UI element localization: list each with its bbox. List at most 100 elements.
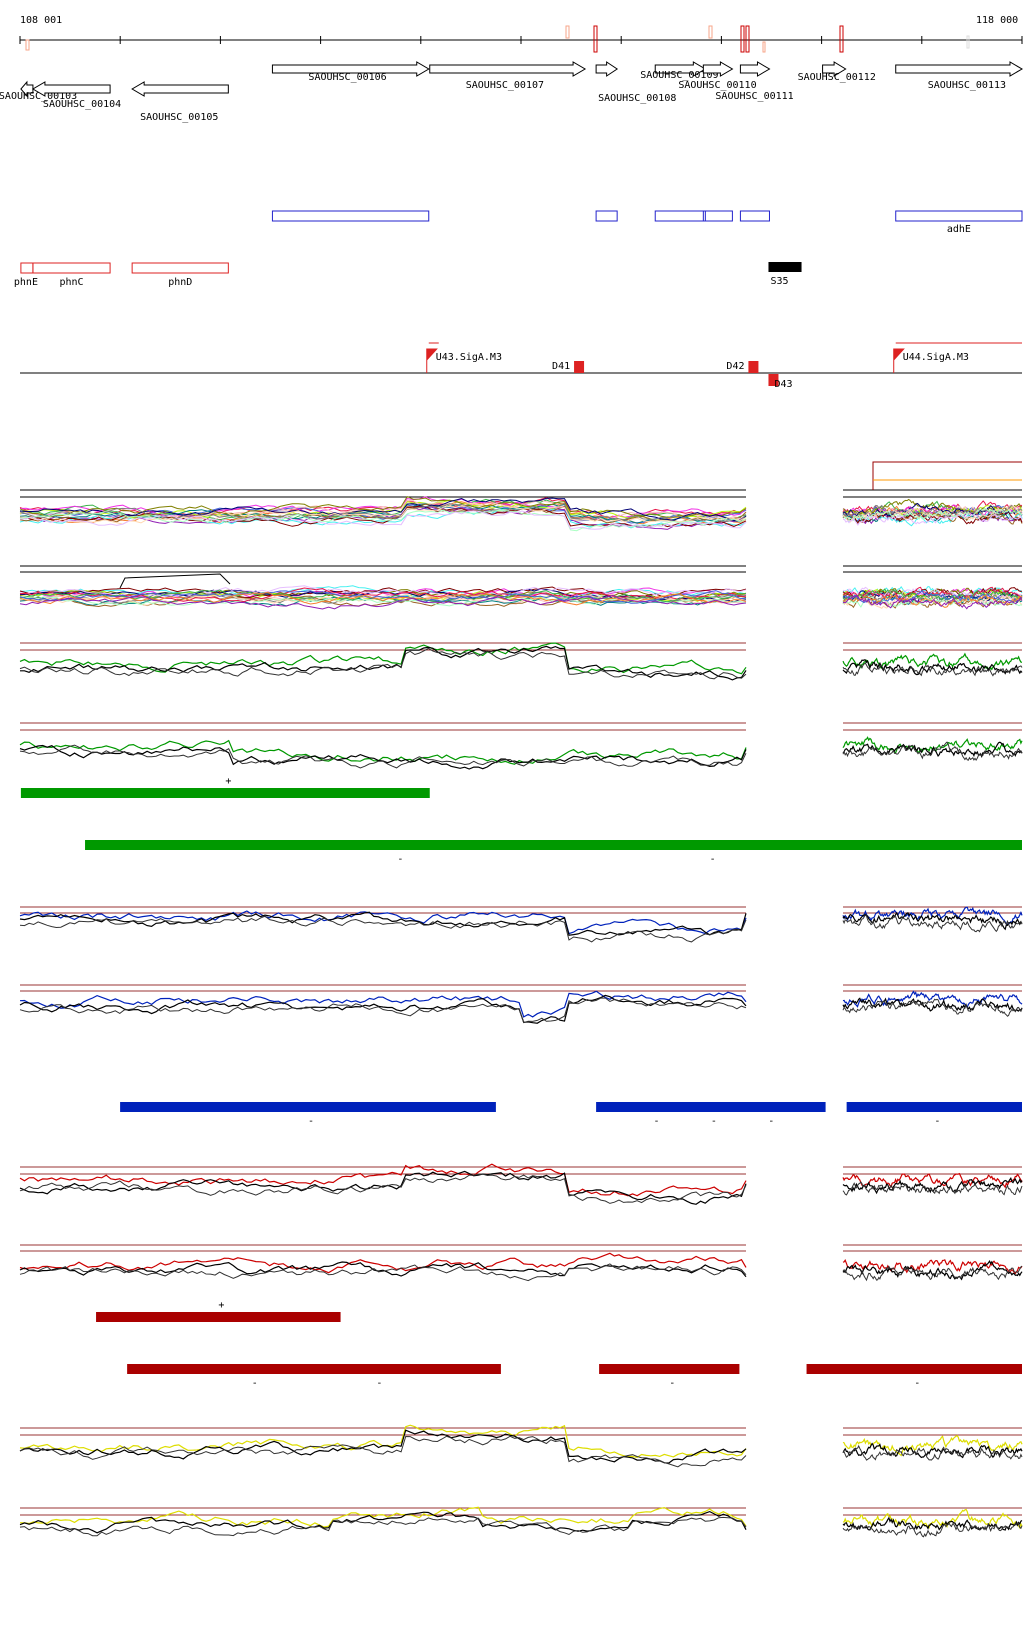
expression-trace <box>19 510 747 530</box>
gene-arrow <box>429 61 587 77</box>
blue-annotation-track: adhE <box>271 210 1023 235</box>
ruler-feature-mark <box>708 25 713 39</box>
ruler-feature-mark <box>25 39 30 51</box>
ruler-feature-mark <box>839 25 844 53</box>
expression-trace <box>842 1181 1023 1196</box>
expression-trace <box>19 502 747 523</box>
expression-trace <box>842 741 1023 759</box>
operon-box <box>748 361 759 373</box>
segment-strand-mark: - <box>308 1116 314 1127</box>
operon-track: U43.SigA.M3 D41 D42 D43 U44.SigA.M3 <box>20 342 1022 390</box>
segment-bars: + - - - - - - - + - - - - <box>20 776 1022 1389</box>
expression-trace <box>19 509 747 532</box>
ruler-feature-mark <box>762 41 766 53</box>
red-annotation-label: phnD <box>168 277 192 288</box>
expression-trace <box>119 573 231 589</box>
red-annotation-label: phnE <box>14 277 38 288</box>
red-annotation-label: phnC <box>60 277 84 288</box>
ruler-feature-mark <box>565 25 570 39</box>
expression-traces <box>19 461 1023 1538</box>
segment-bar <box>120 1102 496 1112</box>
segment-strand-mark: - <box>711 1116 717 1127</box>
expression-trace <box>842 595 1023 610</box>
red-annotation-track: phnE phnC phnD <box>14 262 229 288</box>
operon-box <box>768 374 779 386</box>
gene-arrow <box>595 61 619 77</box>
ruler-end-label: 118 000 <box>976 15 1018 26</box>
ruler-feature-mark <box>966 35 970 49</box>
segment-bar <box>596 1102 826 1112</box>
operon-label: D42 <box>726 361 744 372</box>
ruler-start-label: 108 001 <box>20 15 62 26</box>
red-annotation-box <box>32 262 111 274</box>
expression-trace <box>19 915 747 943</box>
operon-label: U43.SigA.M3 <box>436 352 502 363</box>
gene-arrow <box>822 61 847 77</box>
gene-label: SAOUHSC_00112 <box>798 72 876 83</box>
blue-annotation-box <box>739 210 770 222</box>
segment-strand-mark: - <box>768 1116 774 1127</box>
expression-trace <box>19 591 747 606</box>
gene-arrow <box>20 80 34 98</box>
expression-trace <box>19 994 747 1024</box>
ruler-ticks <box>19 36 1023 44</box>
blue-annotation-box <box>895 210 1023 222</box>
operon-label: D41 <box>552 361 570 372</box>
gene-label: SAOUHSC_00104 <box>43 99 121 110</box>
operon-flag <box>426 348 438 373</box>
operon-flag <box>893 348 905 373</box>
gene-arrow <box>702 61 734 77</box>
expression-trace <box>842 1265 1023 1282</box>
expression-trace <box>842 586 1023 600</box>
expression-trace <box>19 585 747 599</box>
segment-strand-mark: - <box>934 1116 940 1127</box>
expression-trace <box>19 1510 747 1534</box>
expression-trace <box>19 590 747 604</box>
segment-strand-mark: - <box>653 1116 659 1127</box>
expression-trace <box>842 1260 1023 1281</box>
blue-annotation-box <box>595 210 618 222</box>
segment-strand-mark: - <box>397 854 403 865</box>
expression-trace <box>19 1435 747 1468</box>
operon-box <box>574 361 585 373</box>
expression-trace <box>19 1261 747 1278</box>
expression-trace <box>19 1516 747 1537</box>
segment-bar <box>127 1364 501 1374</box>
expression-trace <box>19 1506 747 1528</box>
expression-trace <box>842 510 1023 525</box>
gene-label: SAOUHSC_00110 <box>678 80 756 91</box>
expression-trace <box>19 502 747 525</box>
expression-trace <box>842 1444 1023 1461</box>
coordinate-ruler: 108 001 118 000 <box>19 15 1023 44</box>
expression-trace <box>19 744 747 769</box>
expression-trace <box>19 1429 747 1464</box>
expression-trace <box>19 506 747 530</box>
segment-bar <box>20 788 430 798</box>
red-annotation-box <box>131 262 229 274</box>
gene-arrow <box>895 61 1023 77</box>
expression-trace <box>19 1163 747 1197</box>
expression-trace <box>842 588 1023 603</box>
expression-trace <box>842 502 1023 518</box>
gene-arrow <box>271 61 430 77</box>
expression-trace <box>19 595 747 607</box>
segment-strand-mark: - <box>710 854 716 865</box>
expression-trace <box>842 998 1023 1017</box>
segment-bar <box>96 1312 341 1322</box>
blue-annotation-box <box>654 210 706 222</box>
gene-arrow <box>31 81 111 97</box>
red-annotation-box <box>20 262 34 274</box>
expression-trace <box>842 1516 1023 1531</box>
ruler-feature-marks <box>25 25 970 53</box>
segment-bar <box>599 1364 740 1374</box>
expression-trace <box>19 497 747 523</box>
gene-arrow <box>739 61 771 77</box>
expression-trace <box>19 990 747 1018</box>
gene-label: SAOUHSC_00108 <box>598 93 676 104</box>
blue-annotation-label: adhE <box>947 224 971 235</box>
operon-label: U44.SigA.M3 <box>903 352 969 363</box>
expression-trace <box>842 513 1023 526</box>
expression-trace <box>842 507 1023 522</box>
segment-bar <box>846 1102 1022 1112</box>
